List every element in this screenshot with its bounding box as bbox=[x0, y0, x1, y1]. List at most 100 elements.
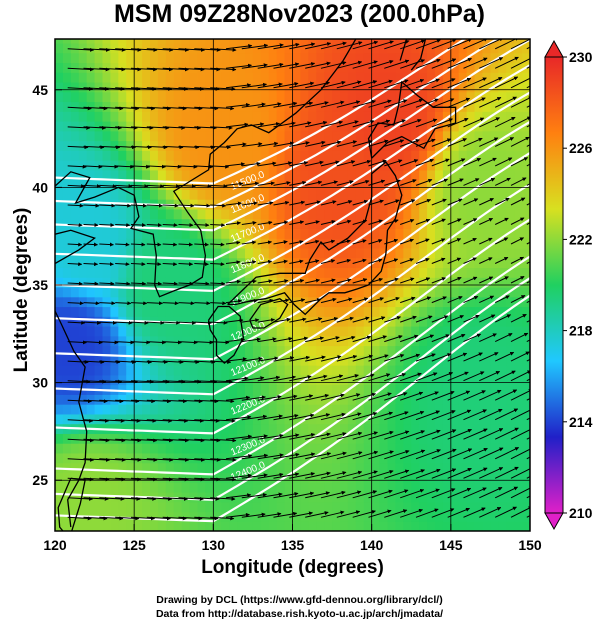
field-cell bbox=[332, 326, 341, 337]
field-cell bbox=[197, 101, 207, 112]
credit-line-1: Drawing by DCL (https://www.gfd-dennou.o… bbox=[156, 594, 443, 606]
field-cell bbox=[506, 306, 515, 317]
field-cell bbox=[189, 423, 199, 434]
field-cell bbox=[221, 42, 230, 54]
field-cell bbox=[260, 482, 270, 493]
field-cell bbox=[213, 52, 222, 64]
field-cell bbox=[379, 228, 389, 239]
field-cell bbox=[197, 277, 207, 288]
field-cell bbox=[490, 150, 499, 161]
field-cell bbox=[70, 443, 80, 454]
wind-arrow bbox=[289, 394, 314, 401]
field-cell bbox=[102, 72, 112, 83]
field-cell bbox=[363, 199, 373, 210]
field-cell bbox=[300, 218, 309, 229]
field-cell bbox=[292, 462, 302, 474]
field-cell bbox=[181, 355, 191, 366]
wind-arrow bbox=[162, 47, 190, 52]
field-cell bbox=[466, 91, 476, 103]
field-cell bbox=[395, 423, 404, 434]
wind-arrow bbox=[479, 467, 504, 479]
field-cell bbox=[355, 150, 365, 161]
field-cell bbox=[442, 404, 452, 415]
field-cell bbox=[347, 326, 357, 337]
field-cell bbox=[340, 39, 349, 44]
field-cell bbox=[300, 130, 309, 142]
field-cell bbox=[221, 267, 230, 278]
field-cell bbox=[86, 160, 96, 171]
field-cell bbox=[498, 511, 507, 522]
field-cell bbox=[458, 316, 468, 327]
field-cell bbox=[276, 267, 286, 278]
field-cell bbox=[347, 335, 357, 347]
wind-arrow bbox=[289, 432, 316, 440]
wind-arrow bbox=[83, 457, 110, 462]
wind-arrow bbox=[210, 164, 230, 169]
field-cell bbox=[189, 404, 199, 415]
field-cell bbox=[118, 257, 127, 269]
field-cell bbox=[498, 296, 507, 308]
wind-arrow bbox=[320, 219, 336, 225]
field-cell bbox=[221, 306, 230, 317]
field-cell bbox=[62, 101, 72, 112]
field-cell bbox=[363, 218, 373, 229]
field-cell bbox=[332, 286, 341, 298]
field-cell bbox=[324, 296, 333, 308]
field-cell bbox=[237, 404, 246, 415]
wind-arrow bbox=[400, 159, 419, 167]
field-cell bbox=[450, 443, 460, 454]
field-cell bbox=[316, 306, 325, 317]
field-cell bbox=[332, 238, 341, 249]
field-cell bbox=[173, 462, 183, 474]
field-cell bbox=[189, 91, 199, 103]
field-cell bbox=[134, 335, 143, 347]
field-cell bbox=[78, 433, 88, 444]
wind-arrow bbox=[431, 372, 454, 382]
field-cell bbox=[118, 81, 127, 93]
field-cell bbox=[252, 462, 262, 474]
field-cell bbox=[150, 394, 159, 405]
field-cell bbox=[466, 72, 476, 83]
field-cell bbox=[300, 501, 309, 513]
field-cell bbox=[435, 228, 444, 239]
field-cell bbox=[522, 111, 530, 122]
wind-arrow bbox=[225, 376, 249, 382]
field-cell bbox=[165, 218, 175, 229]
field-cell bbox=[403, 62, 412, 73]
field-cell bbox=[395, 42, 404, 54]
wind-arrow bbox=[257, 298, 274, 304]
wind-arrow bbox=[510, 313, 527, 323]
field-cell bbox=[316, 423, 325, 434]
field-cell bbox=[482, 521, 492, 531]
field-cell bbox=[94, 462, 104, 474]
wind-arrow bbox=[241, 395, 266, 401]
field-cell bbox=[150, 267, 159, 278]
field-cell bbox=[284, 355, 294, 366]
field-cell bbox=[268, 81, 278, 93]
field-cell bbox=[142, 160, 151, 171]
wind-arrow bbox=[115, 145, 136, 150]
field-cell bbox=[450, 462, 460, 474]
wind-arrow bbox=[289, 336, 309, 343]
field-cell bbox=[118, 247, 127, 259]
field-cell bbox=[102, 91, 112, 103]
field-cell bbox=[276, 140, 286, 151]
field-cell bbox=[490, 472, 499, 483]
wind-arrow bbox=[463, 507, 486, 518]
field-cell bbox=[419, 452, 428, 464]
field-cell bbox=[308, 326, 317, 337]
field-cell bbox=[411, 277, 420, 288]
field-cell bbox=[205, 130, 214, 142]
field-cell bbox=[490, 208, 499, 220]
field-cell bbox=[55, 472, 64, 483]
field-cell bbox=[245, 189, 254, 200]
field-cell bbox=[514, 394, 523, 405]
field-cell bbox=[268, 62, 278, 73]
field-cell bbox=[435, 452, 444, 464]
wind-arrow bbox=[289, 472, 315, 479]
field-cell bbox=[134, 72, 143, 83]
wind-arrow bbox=[241, 492, 267, 499]
field-cell bbox=[205, 62, 214, 73]
field-cell bbox=[482, 111, 492, 122]
field-cell bbox=[292, 452, 302, 464]
